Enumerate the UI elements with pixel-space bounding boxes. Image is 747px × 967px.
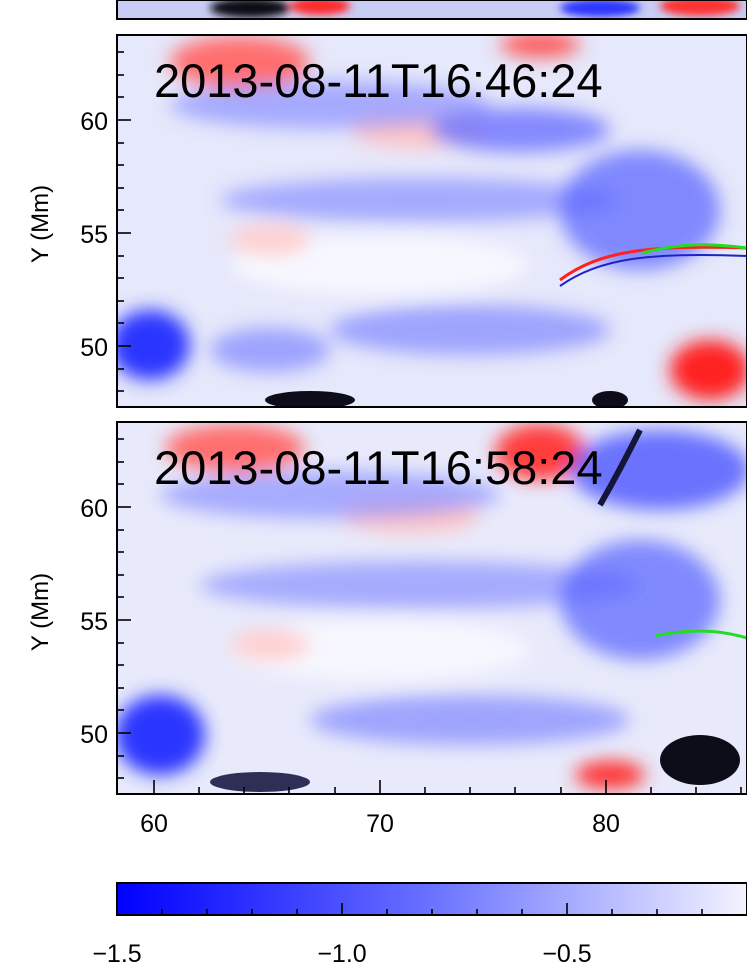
xtick-60: 60: [140, 810, 168, 838]
panel-1-image: [117, 35, 747, 407]
colorbar-tick-minus-1-5: −1.5: [92, 940, 141, 967]
contour-line-2: [654, 629, 747, 640]
panel-2-ytick-60: 60: [80, 495, 108, 523]
panel-1-y-ticks: [117, 51, 131, 392]
panel-1: 2013-08-11T16:46:24 60 55 50 Y (Mm): [27, 34, 747, 408]
xtick-80: 80: [592, 810, 620, 838]
panel-1-frame: [116, 34, 747, 408]
colorbar-tick-minus-0-5: −0.5: [542, 940, 591, 967]
panel-2-timestamp: 2013-08-11T16:58:24: [154, 441, 603, 494]
panel-1-y-label: Y (Mm): [27, 185, 54, 263]
panel-2-y-label: Y (Mm): [27, 573, 54, 651]
contour-line-1: [641, 243, 747, 255]
colorbar: −1.5 −1.0 −0.5: [92, 882, 747, 967]
panel-2-ytick-50: 50: [80, 721, 108, 749]
panel-1-ytick-60: 60: [80, 108, 108, 136]
panel-1-timestamp: 2013-08-11T16:46:24: [154, 54, 603, 107]
colorbar-tick-minus-1-0: −1.0: [317, 940, 366, 967]
panel-1-ytick-55: 55: [80, 221, 108, 249]
x-ticks: [153, 780, 742, 794]
panel-2-y-ticks: [117, 438, 131, 779]
colorbar-ticks: [116, 903, 703, 915]
panel-1-ytick-50: 50: [80, 334, 108, 362]
panel-2-frame: [116, 421, 747, 795]
panel-2-ytick-55: 55: [80, 608, 108, 636]
xtick-70: 70: [366, 810, 394, 838]
previous-panel-frame: [116, 0, 747, 20]
panel-2: 2013-08-11T16:58:24 60 55 50 Y (Mm): [27, 421, 747, 838]
previous-panel-strip: [117, 0, 747, 19]
panel-2-image: [117, 422, 747, 794]
